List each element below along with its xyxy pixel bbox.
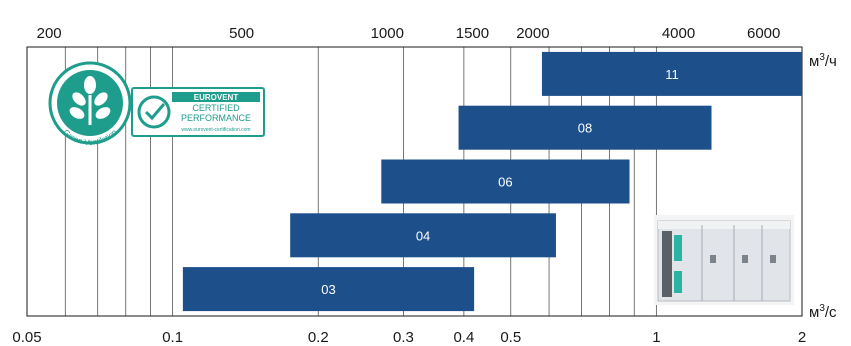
svg-text:PERFORMANCE: PERFORMANCE (181, 113, 251, 123)
bar-label-06: 06 (498, 175, 512, 190)
range-bar-03 (182, 267, 475, 312)
eurovent-certified-logo: EUROVENT CERTIFIED PERFORMANCE www.eurov… (131, 87, 265, 137)
svg-text:EUROVENT: EUROVENT (194, 93, 239, 102)
bar-label-08: 08 (578, 121, 592, 136)
bottom-tick-label: 2 (798, 329, 806, 346)
svg-text:CERTIFIED: CERTIFIED (192, 103, 240, 113)
bottom-tick-label: 0.1 (162, 329, 183, 346)
top-axis-unit: м3/ч (809, 52, 837, 70)
bottom-tick-label: 0.05 (12, 329, 41, 346)
air-handling-unit-image (654, 215, 794, 305)
range-bar-04 (290, 213, 556, 258)
range-bar-11 (541, 51, 802, 96)
top-tick-label: 2000 (516, 25, 549, 42)
top-tick-label: 500 (229, 25, 254, 42)
bar-label-04: 04 (416, 228, 430, 243)
bar-label-03: 03 (321, 282, 335, 297)
top-tick-label: 200 (37, 25, 62, 42)
top-axis-ticks: 200 500 1000 1500 2000 4000 6000 (37, 25, 781, 42)
range-bar-06 (381, 159, 630, 204)
bottom-tick-label: 0.4 (453, 329, 474, 346)
top-tick-label: 1500 (456, 25, 489, 42)
bottom-axis-unit: м3/с (809, 303, 837, 321)
top-tick-label: 1000 (371, 25, 404, 42)
top-tick-label: 6000 (747, 25, 780, 42)
svg-text:www.eurovent-certification.com: www.eurovent-certification.com (181, 127, 250, 133)
bottom-tick-label: 0.2 (308, 329, 329, 346)
plot-frame (26, 46, 803, 317)
green-ventilation-logo: Green Ventilation (48, 61, 132, 147)
bottom-tick-label: 1 (652, 329, 660, 346)
range-bar-08 (458, 105, 712, 150)
bottom-tick-label: 0.5 (500, 329, 521, 346)
top-tick-label: 4000 (662, 25, 695, 42)
bar-label-11: 11 (665, 67, 679, 82)
range-bars: 11 08 06 04 03 (182, 51, 802, 312)
bottom-tick-label: 0.3 (393, 329, 414, 346)
bottom-axis-ticks: 0.05 0.1 0.2 0.3 0.4 0.5 1 2 (12, 329, 806, 346)
